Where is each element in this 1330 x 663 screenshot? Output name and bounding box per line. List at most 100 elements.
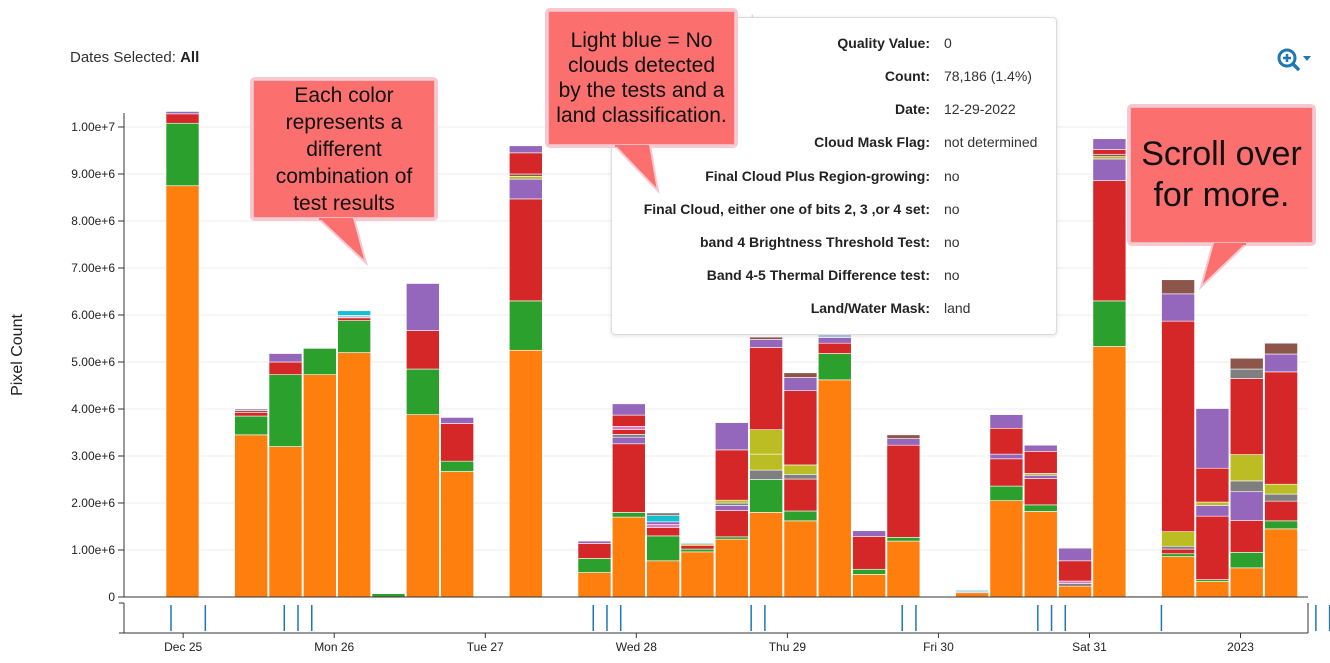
bar-segment[interactable] — [714, 536, 749, 540]
bar-segment[interactable] — [577, 572, 612, 598]
bar-segment[interactable] — [989, 427, 1024, 455]
bar-segment[interactable] — [1058, 580, 1092, 584]
bar-segment[interactable] — [852, 574, 886, 598]
bar-stack[interactable] — [783, 372, 818, 598]
zoom-button[interactable] — [1276, 44, 1316, 74]
bar-segment[interactable] — [749, 479, 783, 513]
bar-segment[interactable] — [1023, 444, 1058, 452]
bar-segment[interactable] — [817, 342, 852, 354]
bar-segment[interactable] — [989, 453, 1024, 460]
bar-segment[interactable] — [1229, 454, 1264, 482]
bar-segment[interactable] — [714, 499, 749, 504]
bar-segment[interactable] — [783, 520, 818, 598]
bar-segment[interactable] — [1161, 553, 1195, 557]
bar-segment[interactable] — [1058, 583, 1092, 587]
bar-segment[interactable] — [1264, 528, 1298, 598]
bar-stack[interactable] — [1195, 408, 1230, 598]
bar-segment[interactable] — [817, 334, 852, 338]
bar-segment[interactable] — [1229, 368, 1264, 379]
bar-segment[interactable] — [337, 352, 371, 598]
bar-segment[interactable] — [1264, 520, 1298, 530]
bar-segment[interactable] — [1161, 320, 1195, 532]
bar-segment[interactable] — [611, 414, 646, 427]
bar-segment[interactable] — [989, 500, 1024, 598]
bar-segment[interactable] — [680, 548, 715, 553]
bar-segment[interactable] — [1195, 501, 1230, 506]
bar-segment[interactable] — [611, 443, 646, 513]
bar-segment[interactable] — [817, 337, 852, 344]
bar-segment[interactable] — [406, 368, 440, 415]
bar-stack[interactable] — [646, 512, 680, 598]
bar-segment[interactable] — [165, 113, 200, 124]
bar-segment[interactable] — [234, 411, 268, 417]
bar-segment[interactable] — [1229, 520, 1264, 553]
bar-segment[interactable] — [1058, 585, 1092, 598]
bar-segment[interactable] — [1023, 511, 1058, 598]
bar-segment[interactable] — [749, 469, 783, 480]
bar-segment[interactable] — [611, 429, 646, 435]
bar-stack[interactable] — [1058, 547, 1092, 598]
bar-segment[interactable] — [714, 502, 749, 506]
bar-segment[interactable] — [955, 592, 989, 598]
bar-segment[interactable] — [1092, 149, 1127, 155]
bar-segment[interactable] — [337, 320, 371, 353]
bar-segment[interactable] — [508, 145, 543, 154]
bar-segment[interactable] — [1092, 346, 1127, 598]
bar-stack[interactable] — [303, 348, 337, 598]
bar-segment[interactable] — [1264, 483, 1298, 495]
bar-segment[interactable] — [1161, 531, 1195, 547]
bar-segment[interactable] — [783, 372, 818, 378]
bar-segment[interactable] — [1092, 156, 1127, 160]
bar-segment[interactable] — [337, 317, 371, 321]
bars[interactable] — [165, 111, 1298, 598]
bar-segment[interactable] — [1023, 474, 1058, 479]
bar-stack[interactable] — [1161, 279, 1195, 598]
bar-stack[interactable] — [440, 417, 474, 598]
bar-segment[interactable] — [577, 558, 612, 573]
bar-segment[interactable] — [1023, 478, 1058, 506]
bar-segment[interactable] — [1058, 547, 1092, 562]
bar-segment[interactable] — [852, 530, 886, 537]
bar-segment[interactable] — [165, 122, 200, 187]
bar-segment[interactable] — [1229, 480, 1264, 493]
bar-segment[interactable] — [440, 423, 474, 462]
bar-segment[interactable] — [406, 330, 440, 370]
bar-segment[interactable] — [1058, 560, 1092, 582]
bar-segment[interactable] — [440, 460, 474, 472]
bar-stack[interactable] — [955, 589, 989, 598]
bar-stack[interactable] — [1023, 444, 1058, 598]
bar-stack[interactable] — [989, 414, 1024, 598]
bar-segment[interactable] — [1161, 279, 1195, 295]
bar-segment[interactable] — [1161, 545, 1195, 550]
bar-segment[interactable] — [577, 540, 612, 544]
bar-segment[interactable] — [165, 185, 200, 598]
bar-segment[interactable] — [1092, 158, 1127, 181]
bar-segment[interactable] — [611, 403, 646, 416]
bar-segment[interactable] — [1229, 491, 1264, 521]
bar-segment[interactable] — [646, 512, 680, 516]
bar-segment[interactable] — [886, 444, 921, 538]
bar-segment[interactable] — [714, 449, 749, 501]
range-navigator[interactable] — [119, 602, 1330, 634]
bar-segment[interactable] — [783, 464, 818, 475]
bar-segment[interactable] — [749, 336, 783, 340]
bar-segment[interactable] — [646, 527, 680, 537]
bar-segment[interactable] — [268, 361, 303, 375]
bar-segment[interactable] — [955, 589, 989, 592]
bar-segment[interactable] — [1195, 505, 1230, 517]
bar-segment[interactable] — [440, 471, 474, 598]
bar-stack[interactable] — [680, 542, 715, 598]
bar-segment[interactable] — [234, 434, 268, 598]
bar-segment[interactable] — [646, 524, 680, 528]
bar-segment[interactable] — [165, 111, 200, 115]
bar-segment[interactable] — [886, 438, 921, 446]
bar-segment[interactable] — [646, 521, 680, 525]
bar-segment[interactable] — [611, 516, 646, 598]
bar-segment[interactable] — [646, 515, 680, 523]
bar-segment[interactable] — [508, 198, 543, 302]
bar-segment[interactable] — [1229, 378, 1264, 455]
bar-segment[interactable] — [714, 510, 749, 538]
bar-segment[interactable] — [1229, 567, 1264, 598]
bar-segment[interactable] — [268, 446, 303, 598]
bar-segment[interactable] — [886, 434, 921, 439]
